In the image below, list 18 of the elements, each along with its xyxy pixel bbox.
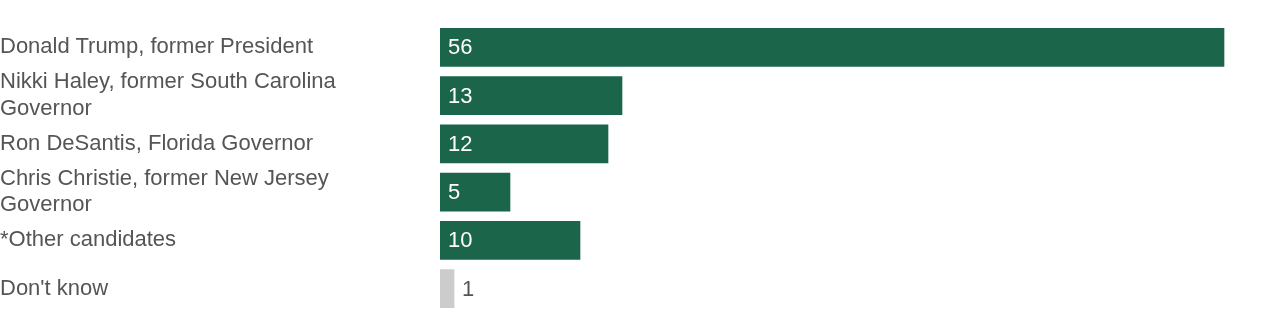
- y-tick-label: Nikki Haley, former South Carolina Governor: [0, 68, 337, 120]
- y-tick-label: Don't know: [0, 274, 109, 300]
- bar: [440, 269, 455, 308]
- bar: [440, 172, 511, 212]
- y-tick-label: Chris Christie, former New Jersey Governor: [0, 165, 329, 217]
- data-label: 12: [448, 130, 473, 156]
- y-tick-label: Donald Trump, former President: [0, 33, 314, 59]
- y-tick-label: *Other candidates: [0, 226, 177, 252]
- data-label: 56: [448, 34, 473, 60]
- bar: [440, 76, 623, 115]
- bar: [440, 124, 609, 164]
- data-label: 5: [448, 179, 461, 205]
- data-label: 10: [448, 227, 473, 253]
- bar: [440, 28, 1225, 67]
- y-tick-label: Ron DeSantis, Florida Governor: [0, 129, 314, 155]
- bar: [440, 221, 581, 260]
- data-label: 13: [448, 82, 473, 108]
- data-label: 1: [462, 275, 475, 301]
